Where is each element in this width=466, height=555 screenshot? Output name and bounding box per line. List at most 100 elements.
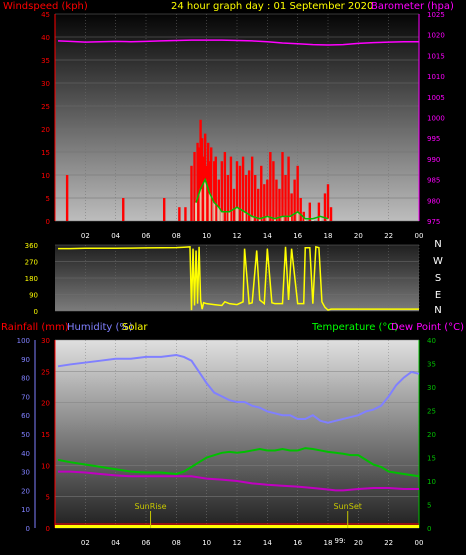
gust-bar [266, 216, 269, 221]
wind-bar [199, 119, 202, 221]
humidity-y-tick-labels: 0 10 20 30 40 50 60 70 80 90 100 [17, 337, 30, 533]
wind-x-tick-label: 04 [111, 232, 120, 240]
gust-bar [217, 207, 220, 221]
sun-marker-label: SunRise [135, 502, 167, 511]
wind-bar [293, 179, 296, 221]
barometer-y-tick-label: 985 [427, 177, 440, 185]
wind-y-tick-label: 5 [46, 195, 50, 203]
temp-x-tick-label: 10 [202, 539, 211, 547]
direction-y-tick-label: 270 [25, 259, 38, 267]
wind-bar [299, 198, 302, 221]
temp-x-tick-label: 18 [324, 539, 333, 547]
gust-bar [289, 216, 292, 221]
rainfall-y-tick-label: 0 [46, 525, 50, 533]
direction-y-tick-label: 360 [25, 242, 38, 250]
wind-bar [206, 142, 210, 221]
humidity-y-tick-label: 20 [21, 487, 30, 495]
compass-label: S [435, 273, 441, 284]
temperature-y-tick-label: 0 [427, 525, 431, 533]
gust-bar [273, 218, 276, 221]
dewpoint-axis-label: Dew Point (°C) [391, 322, 464, 333]
wind-bar [326, 184, 330, 221]
sun-marker-label: SunSet [334, 502, 362, 511]
direction-line-group [58, 245, 419, 311]
wind-bar [229, 156, 233, 221]
wind-y-tick-label: 45 [41, 11, 50, 19]
rainfall-y-tick-label: 30 [41, 337, 50, 345]
wind-bar [238, 165, 242, 221]
wind-bar [196, 142, 199, 221]
temp-x-tick-label: 14 [263, 539, 272, 547]
barometer-y-tick-label: 995 [427, 135, 440, 143]
barometer-y-tick-label: 1015 [427, 52, 445, 60]
gust-bar [228, 211, 231, 221]
wind-bar [163, 198, 166, 221]
wind-bar [254, 175, 257, 221]
direction-y-tick-labels: 0 90 180 270 360 [25, 242, 38, 316]
barometer-y-tick-label: 980 [427, 197, 440, 205]
barometer-y-tick-label: 1025 [427, 11, 445, 19]
wind-x-tick-label: 20 [354, 232, 363, 240]
wind-bar [232, 188, 236, 221]
wind-bar [197, 147, 201, 221]
humidity-y-tick-label: 0 [26, 525, 30, 533]
annotation-label: 99: [335, 537, 346, 545]
gust-bar [243, 211, 246, 221]
wind-y-tick-label: 20 [41, 126, 50, 134]
chart-title: 24 hour graph day : 01 September 2020 [171, 1, 373, 12]
gust-bar [311, 218, 314, 221]
gust-bar [220, 211, 223, 221]
wind-bar [235, 161, 239, 221]
temperature-y-tick-label: 20 [427, 431, 436, 439]
wind-bar [210, 147, 213, 221]
temperature-y-tick-labels: 0 5 10 15 20 25 30 35 40 [427, 337, 436, 533]
wind-y-tick-labels: 0 5 10 15 20 25 30 35 40 45 [41, 11, 50, 226]
direction-y-tick-label: 0 [34, 308, 38, 316]
gust-bar [251, 216, 254, 221]
rainfall-y-tick-label: 5 [46, 494, 50, 502]
wind-bar [213, 161, 216, 221]
temperature-y-tick-label: 35 [427, 361, 436, 369]
wind-y-tick-label: 10 [41, 172, 50, 180]
wind-bar [329, 207, 333, 221]
direction-line [58, 245, 419, 311]
gust-bar [327, 218, 329, 221]
temp-x-tick-label: 12 [233, 539, 242, 547]
temperature-line [57, 447, 420, 478]
wind-bar [200, 138, 204, 221]
humidity-y-tick-label: 70 [21, 393, 30, 401]
gust-bar [208, 193, 211, 221]
wind-bar [203, 133, 207, 221]
wind-x-tick-label: 18 [324, 232, 333, 240]
solar-baseline [55, 525, 419, 528]
wind-x-tick-label: 22 [384, 232, 393, 240]
solar-axis-label: Solar [122, 322, 148, 333]
wind-bar [257, 188, 260, 221]
wind-bar [278, 188, 281, 221]
rainfall-y-tick-label: 20 [41, 400, 50, 408]
wind-x-tick-label: 08 [172, 232, 181, 240]
temp-lines-group [55, 354, 420, 528]
windspeed-axis-label: Windspeed (kph) [3, 1, 88, 12]
wind-bar [287, 156, 290, 221]
gust-line [195, 177, 329, 220]
gust-bar [304, 218, 307, 221]
temperature-axis-label: Temperature (°C) [311, 322, 398, 333]
wind-bar [241, 156, 245, 221]
wind-bar [122, 198, 125, 221]
rainfall-y-tick-label: 15 [41, 431, 50, 439]
temp-x-tick-label: 16 [293, 539, 302, 547]
wind-x-tick-label: 00 [415, 232, 424, 240]
wind-x-tick-label: 12 [233, 232, 242, 240]
barometer-y-tick-label: 975 [427, 218, 440, 226]
barometer-y-tick-label: 990 [427, 156, 440, 164]
wind-y-tick-label: 30 [41, 80, 50, 88]
wind-y-tick-label: 25 [41, 103, 50, 111]
gust-bar [281, 216, 284, 221]
wind-x-tick-label: 10 [202, 232, 211, 240]
gust-bar [236, 207, 238, 221]
temp-x-tick-label: 00 [415, 539, 424, 547]
